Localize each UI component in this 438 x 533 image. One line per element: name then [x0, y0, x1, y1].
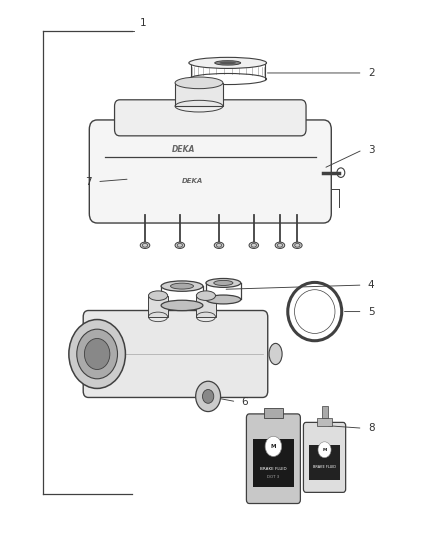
- Ellipse shape: [214, 242, 224, 248]
- Text: 6: 6: [242, 397, 248, 407]
- Ellipse shape: [275, 242, 285, 248]
- Ellipse shape: [175, 77, 223, 88]
- Text: 2: 2: [368, 68, 374, 78]
- Text: DEKA: DEKA: [182, 178, 203, 184]
- Text: M: M: [271, 444, 276, 449]
- Text: 3: 3: [368, 145, 374, 155]
- Circle shape: [196, 381, 221, 411]
- Circle shape: [77, 329, 117, 379]
- Text: DEKA: DEKA: [171, 145, 195, 154]
- Bar: [148, 296, 168, 317]
- Text: DOT 3: DOT 3: [267, 475, 279, 479]
- Ellipse shape: [269, 343, 282, 365]
- Text: 7: 7: [85, 176, 92, 187]
- Ellipse shape: [148, 291, 168, 301]
- Ellipse shape: [161, 281, 203, 292]
- Ellipse shape: [161, 300, 203, 311]
- FancyBboxPatch shape: [247, 414, 300, 504]
- Circle shape: [69, 319, 125, 389]
- Ellipse shape: [293, 242, 302, 248]
- Ellipse shape: [206, 278, 241, 287]
- Circle shape: [265, 437, 282, 456]
- Ellipse shape: [175, 242, 185, 248]
- Ellipse shape: [249, 242, 258, 248]
- FancyBboxPatch shape: [83, 311, 268, 398]
- Ellipse shape: [140, 242, 150, 248]
- Ellipse shape: [215, 61, 240, 65]
- Circle shape: [318, 442, 331, 458]
- FancyBboxPatch shape: [115, 100, 306, 136]
- Ellipse shape: [214, 280, 233, 286]
- Bar: [321, 406, 328, 418]
- Text: 8: 8: [368, 423, 374, 433]
- Text: BRAKE FLUID: BRAKE FLUID: [313, 465, 336, 469]
- Circle shape: [202, 390, 214, 403]
- Ellipse shape: [219, 61, 236, 64]
- Text: 1: 1: [140, 18, 146, 28]
- Text: BRAKE FLUID: BRAKE FLUID: [260, 467, 287, 471]
- Bar: [253, 439, 294, 487]
- FancyBboxPatch shape: [89, 120, 331, 223]
- Circle shape: [85, 338, 110, 369]
- Text: M: M: [322, 448, 327, 452]
- Bar: [264, 408, 283, 418]
- Text: 5: 5: [368, 306, 374, 317]
- Ellipse shape: [189, 58, 267, 68]
- Ellipse shape: [206, 295, 241, 304]
- Bar: [309, 445, 340, 480]
- FancyBboxPatch shape: [304, 422, 346, 492]
- Bar: [175, 83, 223, 106]
- Text: 4: 4: [368, 280, 374, 290]
- Bar: [196, 296, 215, 317]
- Bar: [317, 418, 332, 425]
- Ellipse shape: [170, 283, 194, 289]
- Ellipse shape: [196, 291, 215, 301]
